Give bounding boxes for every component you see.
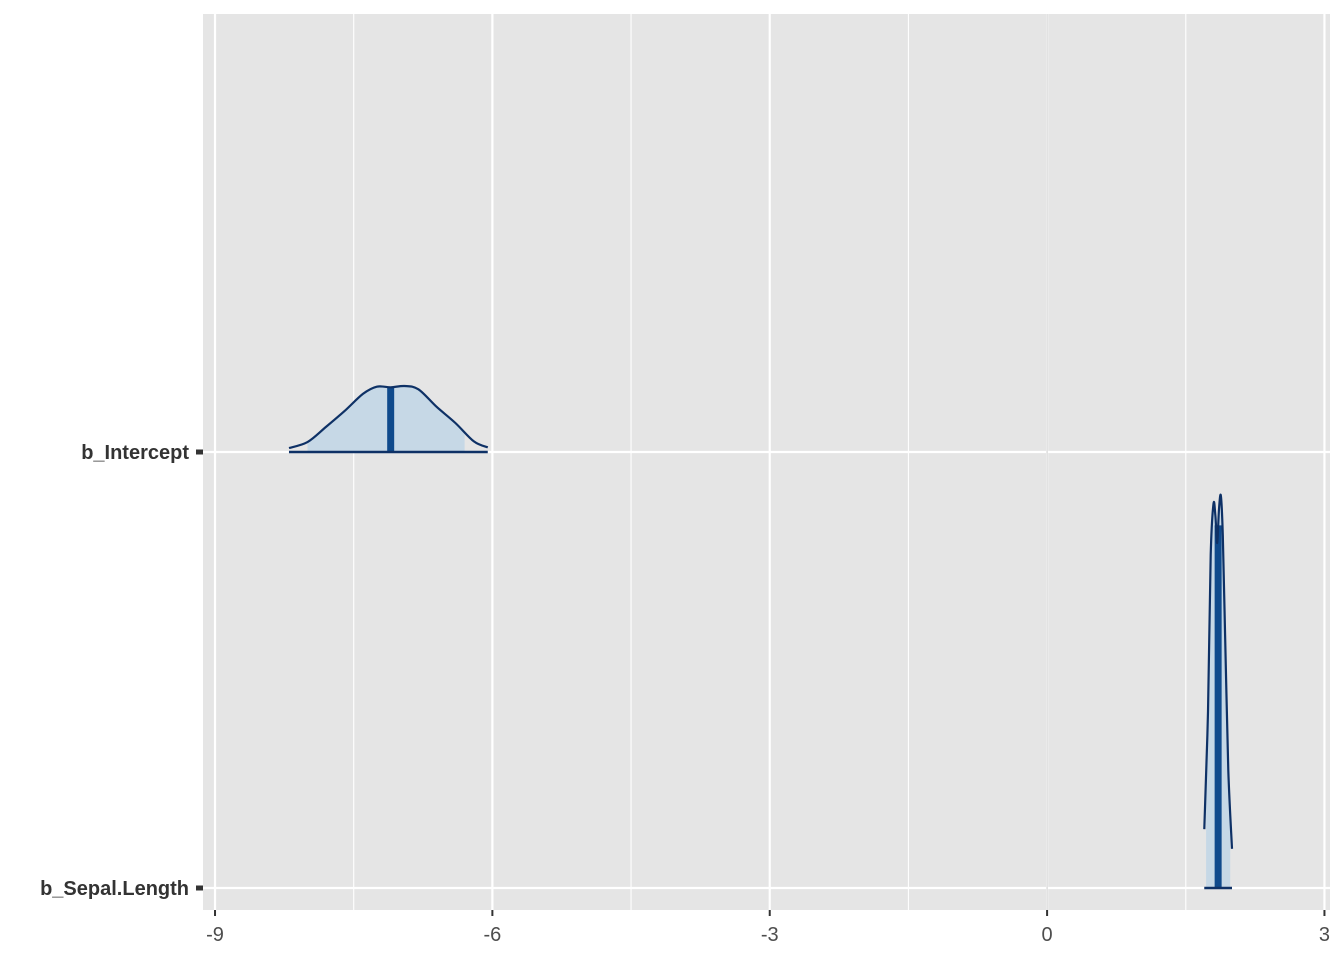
density-outline (288, 384, 489, 450)
major-gridlines (203, 14, 1330, 910)
density-ridges (288, 384, 1234, 890)
y-axis-ticks: b_Intercept b_Sepal.Length (40, 442, 203, 900)
density-b-intercept (288, 384, 489, 454)
x-tick-label: -3 (761, 924, 779, 946)
plot-panel (203, 14, 1330, 910)
x-tick-label: -6 (483, 924, 501, 946)
x-tick-label: 3 (1319, 924, 1330, 946)
y-tick-label: b_Intercept (81, 442, 189, 464)
density-b-sepal-length (1203, 493, 1234, 890)
minor-gridlines (353, 14, 1187, 910)
y-tick-label: b_Sepal.Length (40, 878, 189, 900)
density-outline (1203, 493, 1234, 849)
density-fill (307, 386, 465, 452)
x-axis-ticks: -9 -6 -3 0 3 (206, 910, 1330, 946)
x-tick-label: -9 (206, 924, 224, 946)
x-tick-label: 0 (1042, 924, 1053, 946)
